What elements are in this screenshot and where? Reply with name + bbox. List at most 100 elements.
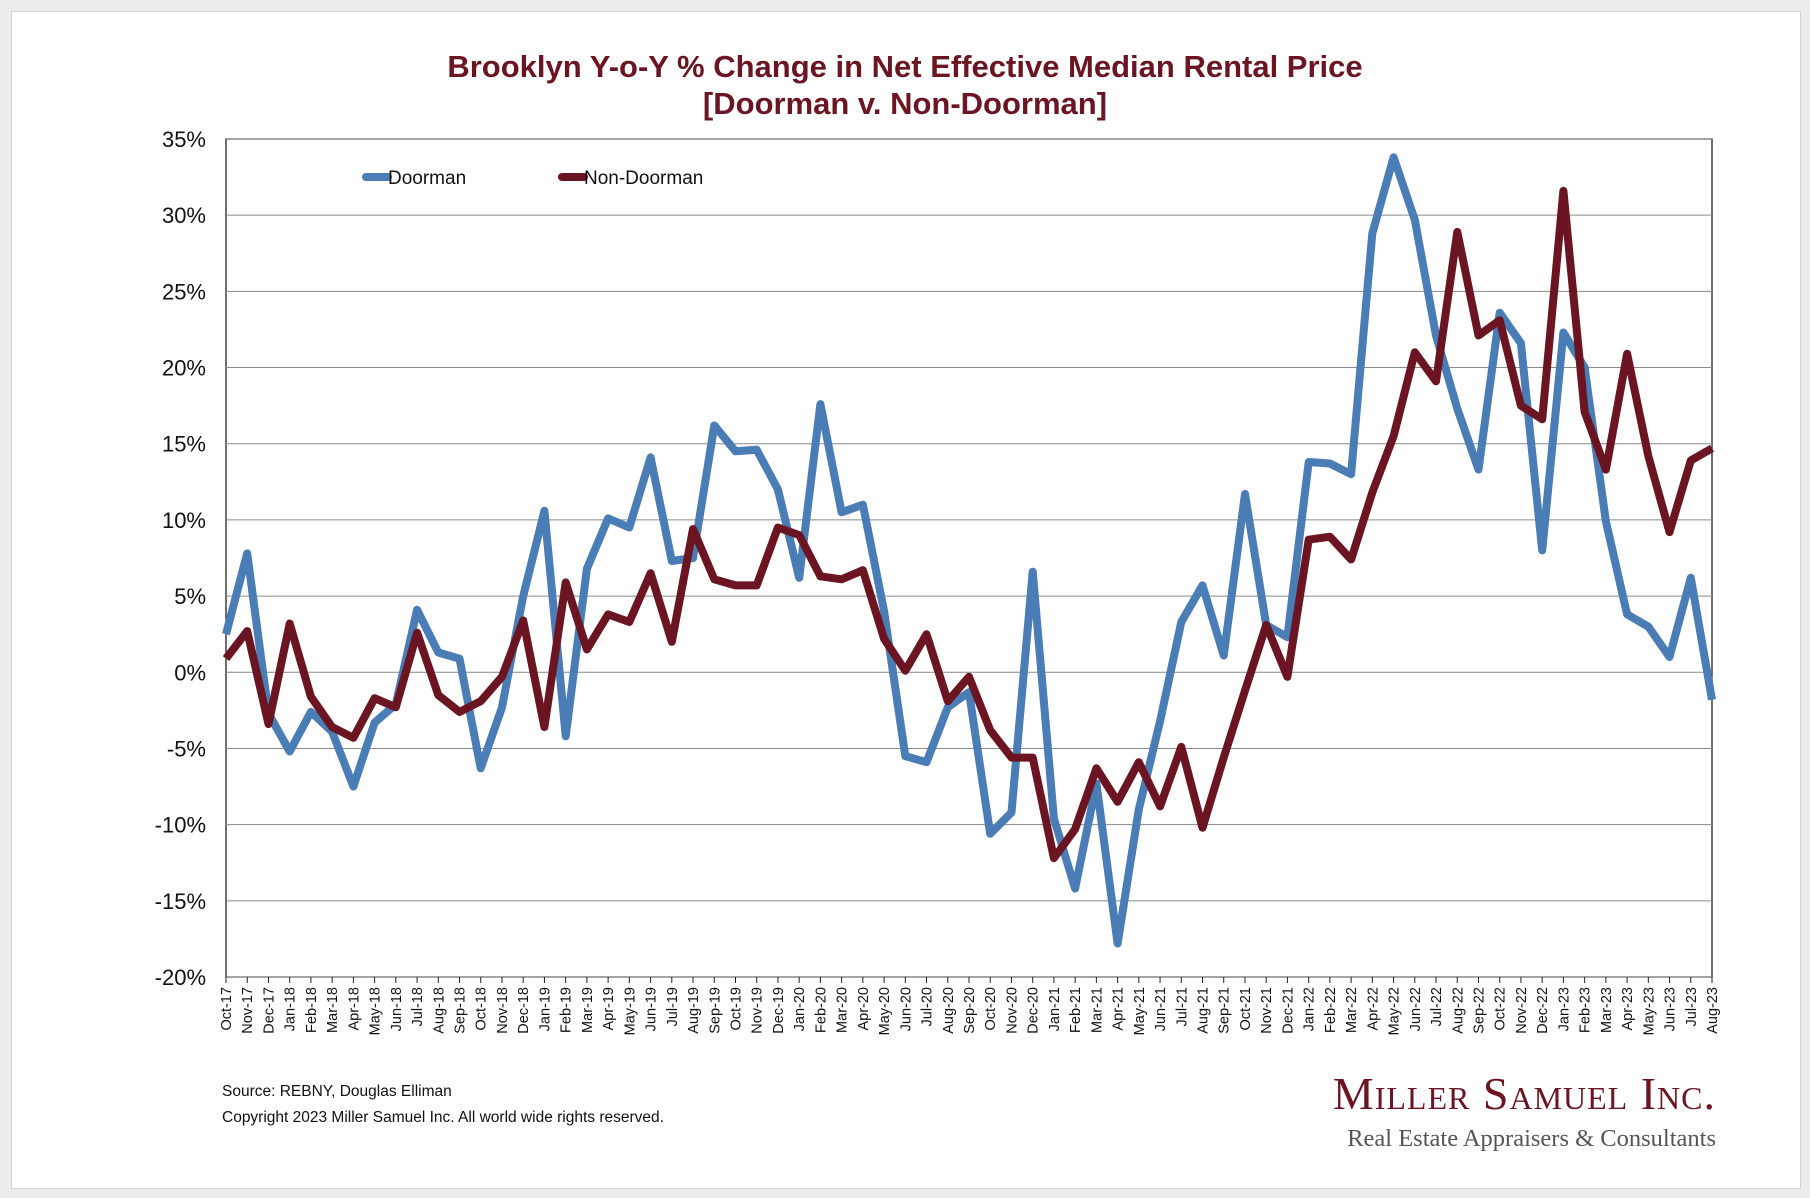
- x-tick-label: Mar-23: [1599, 987, 1615, 1033]
- x-tick-label: Mar-22: [1344, 987, 1360, 1033]
- x-tick-label: Oct-18: [474, 987, 490, 1031]
- legend-item: Non-Doorman: [558, 168, 703, 189]
- x-tick-label: Aug-20: [941, 987, 957, 1034]
- x-tick-label: Apr-20: [856, 987, 872, 1031]
- x-tick-label: Dec-22: [1535, 987, 1551, 1034]
- plot-area: [225, 138, 1713, 978]
- x-tick-label: Nov-22: [1514, 987, 1530, 1034]
- copyright-note: Copyright 2023 Miller Samuel Inc. All wo…: [222, 1109, 664, 1126]
- y-tick-label: 25%: [162, 279, 206, 304]
- y-tick-label: -5%: [167, 736, 206, 761]
- x-tick-label: Aug-19: [686, 987, 702, 1034]
- x-tick-label: Jun-19: [644, 987, 660, 1031]
- logo-tagline: Real Estate Appraisers & Consultants: [1347, 1125, 1716, 1152]
- legend: Doorman Non-Doorman: [362, 168, 703, 189]
- x-tick-label: Sep-22: [1471, 987, 1487, 1034]
- x-tick-label: Jul-22: [1429, 987, 1445, 1027]
- legend-label-doorman: Doorman: [388, 168, 466, 189]
- y-tick-label: 5%: [174, 584, 206, 609]
- x-tick-label: Oct-20: [983, 987, 999, 1031]
- x-tick-label: Jul-19: [665, 987, 681, 1027]
- y-tick-label: -20%: [155, 965, 206, 990]
- x-tick-label: Jun-23: [1663, 987, 1679, 1031]
- x-axis: Oct-17 Nov-17 Dec-17 Jan-18 Feb-18 Mar-18 Apr-…: [219, 977, 1721, 1035]
- x-tick-label: May-23: [1641, 987, 1657, 1035]
- x-tick-label: Dec-20: [1026, 987, 1042, 1034]
- x-tick-label: Feb-19: [559, 987, 575, 1033]
- x-tick-label: Oct-21: [1238, 987, 1254, 1031]
- x-tick-label: Jan-22: [1302, 987, 1318, 1031]
- x-tick-label: Aug-23: [1705, 987, 1721, 1034]
- x-tick-label: Jul-18: [410, 987, 426, 1027]
- x-tick-label: Sep-19: [707, 987, 723, 1034]
- x-tick-label: Aug-18: [431, 987, 447, 1034]
- x-tick-label: May-22: [1387, 987, 1403, 1035]
- x-tick-label: May-18: [368, 987, 384, 1035]
- series-line-doorman: [222, 153, 1716, 948]
- x-tick-label: Jan-18: [283, 987, 299, 1031]
- x-tick-label: Aug-21: [1196, 987, 1212, 1034]
- x-tick-label: Dec-21: [1280, 987, 1296, 1034]
- legend-label-non-doorman: Non-Doorman: [584, 168, 703, 189]
- x-tick-label: Mar-20: [835, 987, 851, 1033]
- series-lines: [222, 153, 1716, 948]
- chart-frame: [11, 11, 1801, 1189]
- x-tick-label: Nov-20: [1004, 987, 1020, 1034]
- y-tick-label: 30%: [162, 203, 206, 228]
- x-tick-label: May-19: [622, 987, 638, 1035]
- x-tick-label: Mar-21: [1089, 987, 1105, 1033]
- x-tick-label: Apr-18: [346, 987, 362, 1031]
- x-tick-label: Dec-17: [261, 987, 277, 1034]
- x-tick-label: Jun-18: [389, 987, 405, 1031]
- x-tick-label: Jan-20: [792, 987, 808, 1031]
- x-tick-label: Feb-18: [304, 987, 320, 1033]
- gridlines: [225, 138, 1713, 978]
- chart-title: Brooklyn Y-o-Y % Change in Net Effective…: [447, 49, 1363, 84]
- x-tick-label: Nov-17: [240, 987, 256, 1034]
- y-tick-label: -10%: [155, 813, 206, 838]
- y-axis: 35% 30% 25% 20% 15% 10% 5% 0% -5% -10% -15% -20%: [155, 127, 206, 990]
- x-tick-label: Jan-19: [537, 987, 553, 1031]
- x-tick-label: Feb-23: [1578, 987, 1594, 1033]
- x-tick-label: Sep-18: [453, 987, 469, 1034]
- x-tick-label: Apr-21: [1111, 987, 1127, 1031]
- x-tick-label: Jul-20: [920, 987, 936, 1027]
- x-tick-label: May-20: [877, 987, 893, 1035]
- x-tick-label: Nov-21: [1259, 987, 1275, 1034]
- x-tick-label: Mar-19: [580, 987, 596, 1033]
- series-line-non-doorman: [222, 186, 1714, 863]
- x-tick-label: Nov-19: [750, 987, 766, 1034]
- x-tick-label: Sep-20: [962, 987, 978, 1034]
- x-tick-label: Mar-18: [325, 987, 341, 1033]
- y-tick-label: -15%: [155, 889, 206, 914]
- x-tick-label: Dec-19: [771, 987, 787, 1034]
- x-tick-label: Jul-21: [1174, 987, 1190, 1027]
- x-tick-label: Oct-19: [728, 987, 744, 1031]
- x-tick-label: Oct-17: [219, 987, 235, 1031]
- x-tick-label: Jun-22: [1408, 987, 1424, 1031]
- x-tick-label: Apr-23: [1620, 987, 1636, 1031]
- y-tick-label: 35%: [162, 127, 206, 152]
- source-note: Source: REBNY, Douglas Elliman: [222, 1083, 452, 1100]
- x-tick-label: May-21: [1132, 987, 1148, 1035]
- x-tick-label: Nov-18: [495, 987, 511, 1034]
- x-tick-label: Aug-22: [1450, 987, 1466, 1034]
- x-tick-label: Feb-22: [1323, 987, 1339, 1033]
- x-tick-label: Jun-21: [1153, 987, 1169, 1031]
- logo-name: Miller Samuel Inc.: [1332, 1068, 1716, 1119]
- y-tick-label: 0%: [174, 660, 206, 685]
- chart-subtitle: [Doorman v. Non-Doorman]: [702, 86, 1108, 121]
- x-tick-label: Jan-23: [1556, 987, 1572, 1031]
- y-tick-label: 10%: [162, 508, 206, 533]
- x-tick-label: Feb-20: [813, 987, 829, 1033]
- x-tick-label: Jun-20: [898, 987, 914, 1031]
- x-tick-label: Jul-23: [1684, 987, 1700, 1027]
- y-tick-label: 15%: [162, 432, 206, 457]
- company-logo: Miller Samuel Inc. Real Estate Appraiser…: [1333, 1068, 1716, 1154]
- x-tick-label: Feb-21: [1068, 987, 1084, 1033]
- x-tick-label: Oct-22: [1493, 987, 1509, 1031]
- legend-item: Doorman: [362, 168, 466, 189]
- x-tick-label: Apr-19: [601, 987, 617, 1031]
- x-tick-label: Dec-18: [516, 987, 532, 1034]
